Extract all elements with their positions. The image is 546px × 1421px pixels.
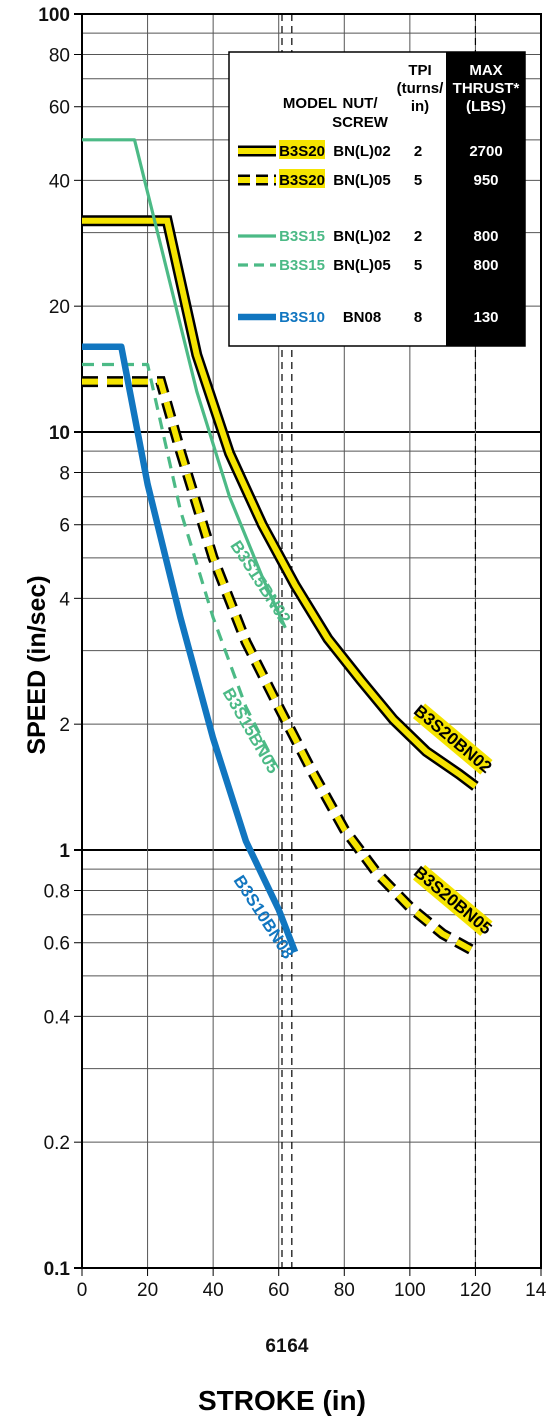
curve-label-group: B3S15BN02: [226, 537, 294, 627]
legend-model: B3S20: [279, 172, 325, 189]
legend-header-thrust: THRUST*: [453, 80, 520, 97]
legend-header-tpi: (turns/: [397, 80, 444, 97]
legend-thrust: 800: [473, 257, 498, 274]
y-tick-label: 0.8: [44, 882, 70, 903]
series-b3s20bn02: [82, 215, 479, 791]
legend-model: B3S15: [279, 228, 325, 245]
y-tick-label: 0.6: [44, 934, 70, 955]
series-line-fill: [82, 378, 477, 955]
x-tick-label: 60: [268, 1280, 289, 1301]
y-tick-label: 4: [59, 589, 70, 610]
y-tick-label: 6: [59, 516, 70, 537]
y-tick-label: 0.1: [44, 1259, 71, 1280]
legend-thrust: 950: [473, 172, 498, 189]
curve-labels: B3S15BN02B3S15BN05B3S10BN08B3S20BN02B3S2…: [219, 537, 496, 962]
plot-frame: [81, 13, 542, 1269]
legend-model: B3S15: [279, 257, 325, 274]
legend-nut: BN(L)05: [333, 172, 391, 189]
legend-header-model: MODEL: [283, 95, 337, 112]
curve-label-group: B3S20BN05: [410, 862, 495, 938]
legend-model: B3S20: [279, 143, 325, 160]
legend-tpi: 5: [414, 257, 422, 274]
series-b3s10bn08: [82, 343, 299, 954]
legend-header-tpi: in): [411, 98, 429, 115]
legend-thrust: 2700: [469, 143, 502, 160]
legend-model-highlight: [279, 169, 325, 188]
curve-label-bg: [412, 703, 493, 775]
y-tick-label: 0.2: [44, 1133, 70, 1154]
legend-nut: BN(L)02: [333, 228, 391, 245]
y-tick-label: 2: [59, 715, 70, 736]
x-axis-title: STROKE (in): [198, 1385, 366, 1416]
x-tick-label: 120: [460, 1280, 492, 1301]
x-tick-label: 100: [394, 1280, 426, 1301]
legend-thrust: 800: [473, 228, 498, 245]
legend: MODEL NUT/SCREW TPI(turns/in) MAXTHRUST*(LB…: [228, 51, 526, 347]
x-tick-label: 0: [77, 1280, 88, 1301]
y-tick-label: 40: [49, 171, 70, 192]
curve-label: B3S15BN02: [226, 537, 294, 627]
legend-row: B3S15 BN(L)05 5 800: [238, 257, 499, 274]
series-line-fill: [82, 217, 478, 789]
series-line: [82, 343, 299, 954]
x-tick-label: 140: [525, 1280, 546, 1301]
series-line: [82, 362, 277, 766]
x-tick-label: 80: [334, 1280, 355, 1301]
series-b3s15bn05: [82, 362, 277, 766]
y-tick-label: 0.4: [44, 1007, 71, 1028]
legend-row: B3S15 BN(L)02 2 800: [238, 228, 499, 245]
y-tick-label: 100: [38, 5, 70, 26]
y-tick-label: 60: [49, 98, 70, 119]
legend-nut: BN(L)02: [333, 143, 391, 160]
legend-header-screw: SCREW: [332, 114, 389, 131]
legend-model: B3S10: [279, 309, 325, 326]
legend-tpi: 2: [414, 143, 422, 160]
reference-line-label: 64: [287, 1336, 309, 1357]
y-tick-label: 20: [49, 297, 70, 318]
y-tick-label: 8: [59, 464, 70, 485]
series-b3s15bn02: [82, 138, 287, 629]
reference-line-label: 61: [265, 1336, 287, 1357]
series-b3s20bn05: [82, 376, 479, 957]
y-tick-label: 10: [49, 423, 70, 444]
legend-header-tpi: TPI: [408, 62, 431, 79]
legend-tpi: 5: [414, 172, 422, 189]
legend-header-thrust: (LBS): [466, 98, 506, 115]
legend-row: B3S20 BN(L)02 2 2700: [238, 140, 503, 160]
y-tick-label: 1: [59, 841, 70, 862]
curve-label-bg: [412, 864, 493, 937]
thrust-column-bg: [446, 52, 525, 346]
legend-row: B3S10 BN08 8 130: [238, 309, 499, 326]
curve-label: B3S20BN05: [410, 862, 495, 938]
legend-header-thrust: MAX: [469, 62, 502, 79]
legend-row: B3S20 BN(L)05 5 950: [238, 169, 499, 189]
x-tick-label: 20: [137, 1280, 158, 1301]
y-axis-title: SPEED (in/sec): [23, 575, 51, 754]
plot-border: [81, 13, 542, 1269]
legend-thrust: 130: [473, 309, 498, 326]
legend-nut: BN(L)05: [333, 257, 391, 274]
x-tick-label: 40: [203, 1280, 224, 1301]
series-layer: [82, 138, 479, 957]
legend-header-nut: NUT/: [343, 95, 379, 112]
legend-model-highlight: [279, 140, 325, 159]
series-line: [82, 138, 287, 629]
legend-nut: BN08: [343, 309, 381, 326]
legend-tpi: 2: [414, 228, 422, 245]
legend-tpi: 8: [414, 309, 422, 326]
y-tick-label: 80: [49, 46, 70, 67]
